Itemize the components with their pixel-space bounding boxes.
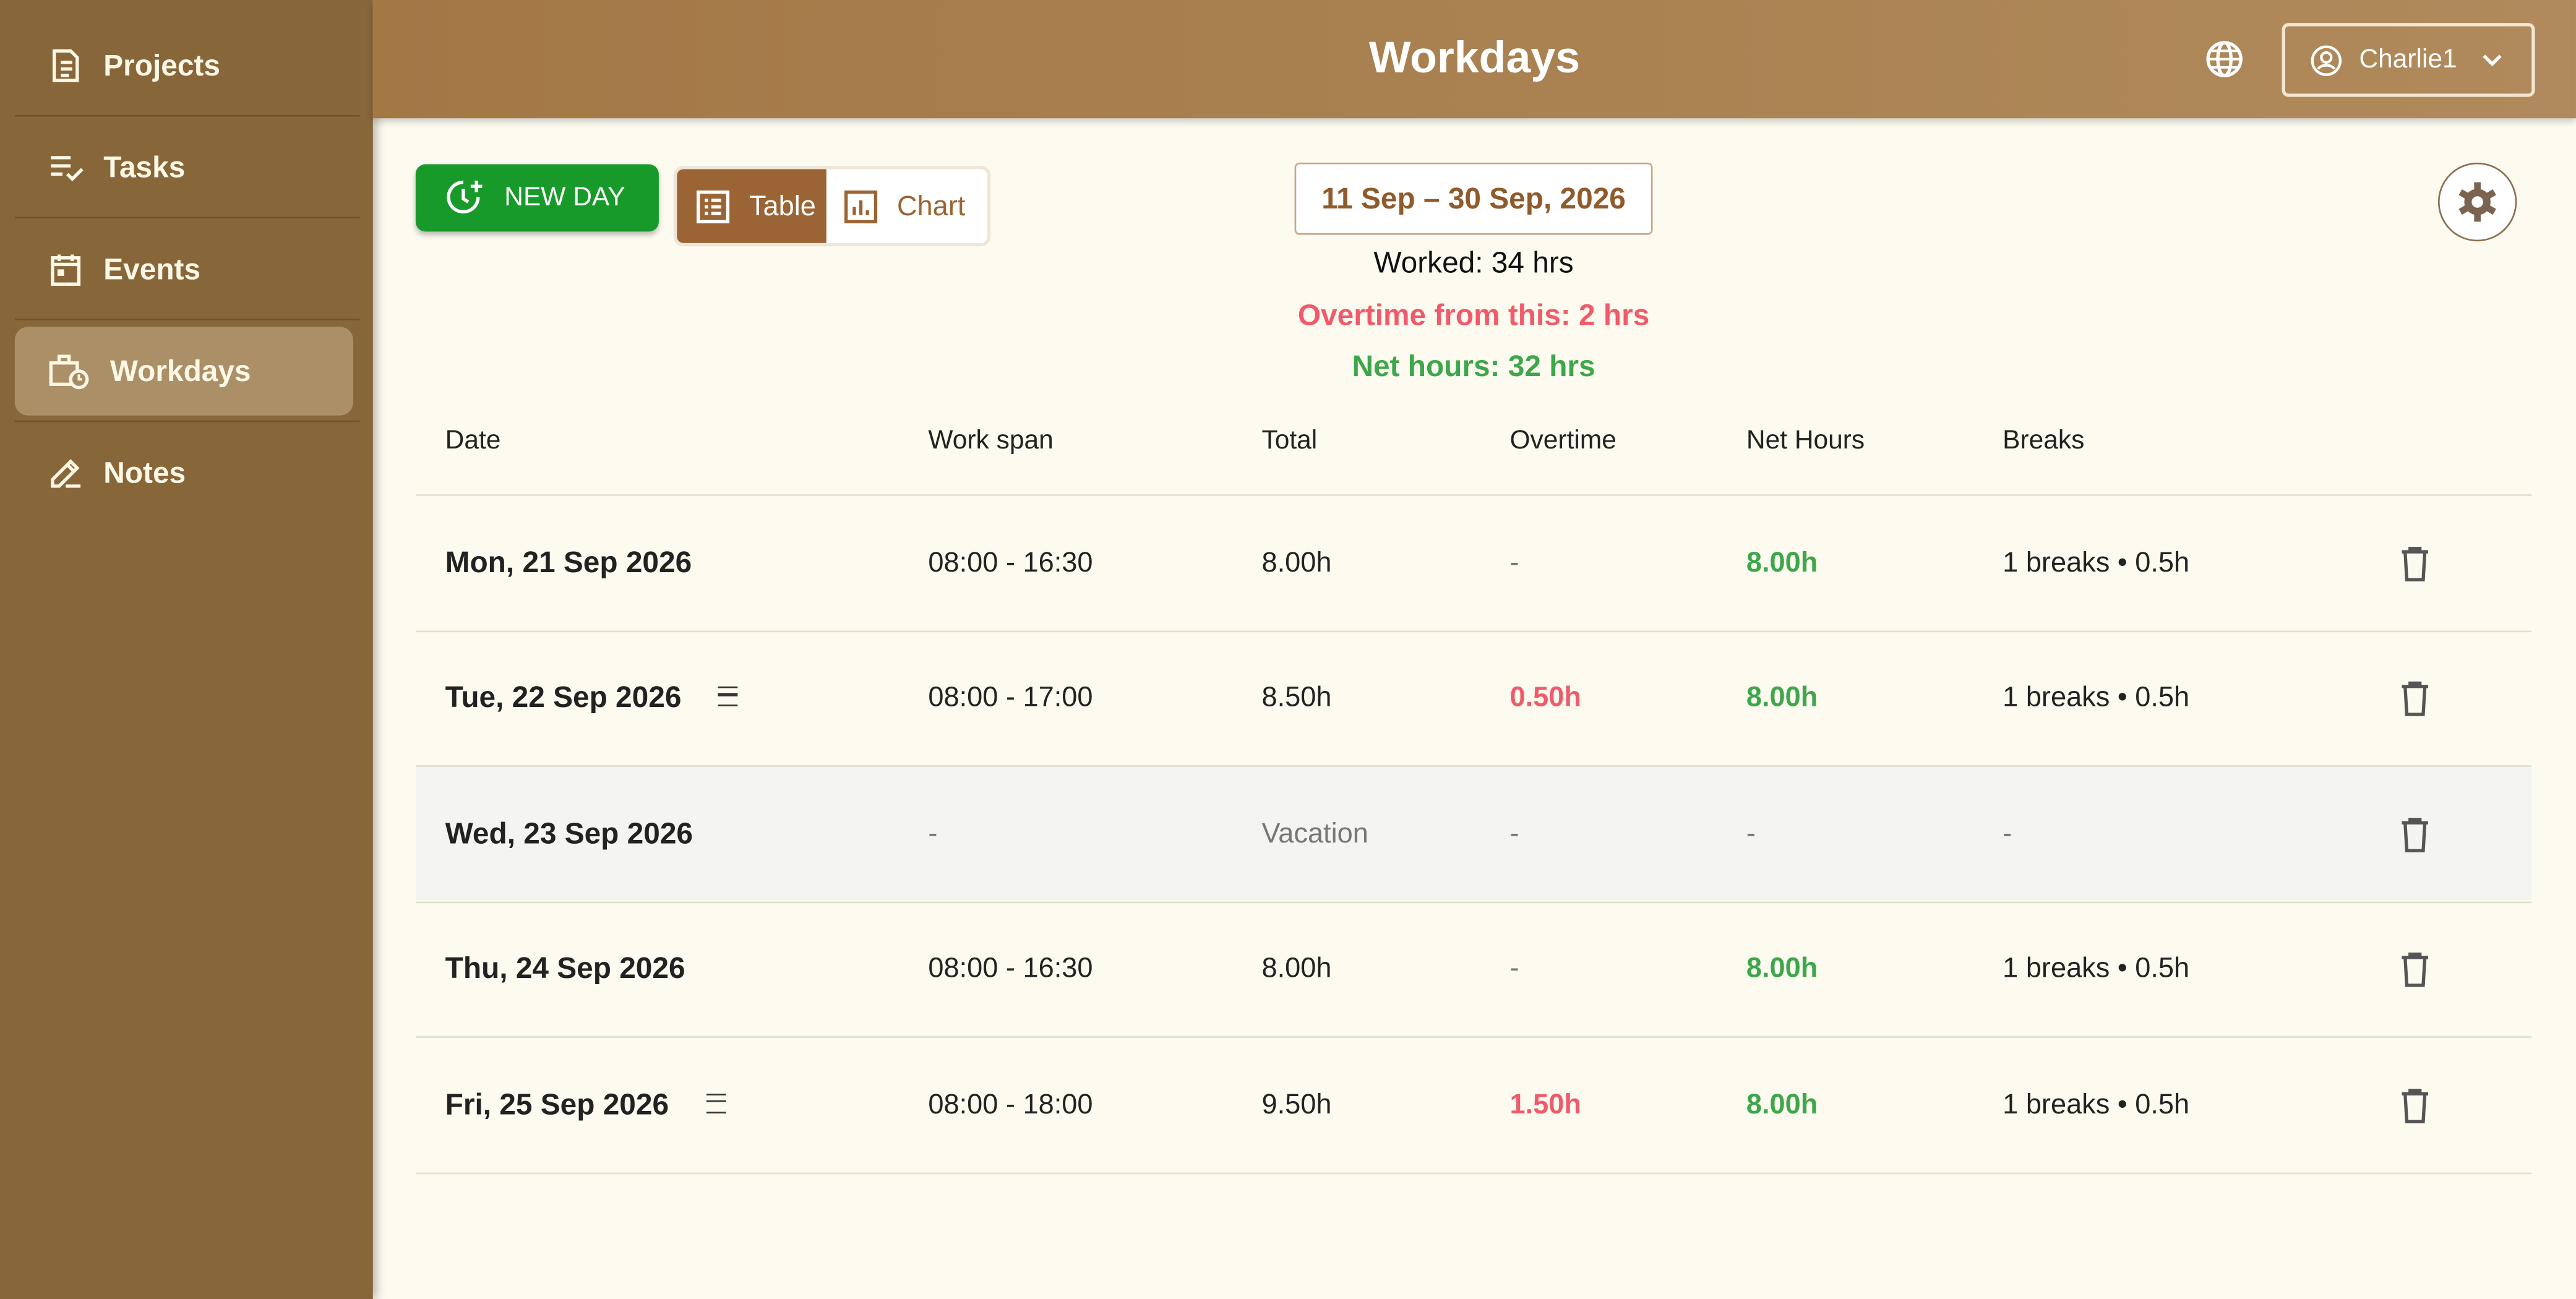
date-range[interactable]: 11 Sep – 30 Sep, 2026 [1294,162,1653,235]
row-divider [415,901,2532,902]
column-header: Date [445,427,501,455]
worked-summary: Worked: 34 hrs [1373,246,1574,280]
table-cell: 08:00 - 16:30 [928,546,1093,578]
table-cell: 8.00h [1746,546,1818,578]
nav-item[interactable]: Tasks [15,123,353,212]
tab-label: Chart [896,189,966,221]
net-summary: Net hours: 32 hrs [1352,349,1595,383]
column-header: Total [1261,427,1318,455]
table-cell: 8.00h [1746,1087,1818,1120]
tab-label: Table [749,189,816,221]
table-cell: 1 breaks • 0.5h [2003,1087,2190,1120]
sidebar: Projects Tasks Events Workdays Notes [0,0,373,1299]
nav-item[interactable]: Events [15,225,353,314]
column-header: Work span [928,427,1054,455]
delete-button[interactable] [2400,951,2430,987]
separator [14,420,360,422]
table-cell: 8.00h [1261,952,1332,984]
view-toggle: Table Chart [673,166,991,247]
table-cell: 1 breaks • 0.5h [2003,952,2190,984]
row-divider [415,494,2532,496]
separator [14,216,360,219]
vacation-row-bg [415,765,2532,900]
table-cell: - [1509,952,1519,984]
row-divider [415,765,2532,767]
table-cell: - [928,817,938,849]
table-cell: 1.50h [1509,1087,1581,1120]
note-line [706,1099,726,1102]
table-cell: 08:00 - 18:00 [928,1087,1093,1120]
overtime-summary: Overtime from this: 2 hrs [1297,299,1650,332]
table-cell: Wed, 23 Sep 2026 [445,816,693,849]
table-cell: - [2003,817,2012,849]
table-cell: 1 breaks • 0.5h [2003,546,2190,578]
nav-label: Notes [103,455,186,489]
table-cell: 08:00 - 17:00 [928,681,1093,713]
row-divider [415,1172,2532,1173]
delete-button[interactable] [2400,544,2430,581]
table-cell: 8.00h [1261,546,1332,578]
table-cell: 08:00 - 16:30 [928,952,1093,984]
separator [14,319,360,320]
note-icon [706,1092,726,1113]
nav-item[interactable]: Notes [15,429,353,517]
note-line [718,693,738,696]
language-icon[interactable] [2205,40,2244,79]
nav-item[interactable]: Workdays [15,327,353,415]
column-header: Net Hours [1746,427,1865,455]
note-icon [718,686,738,706]
table-cell: - [1509,817,1519,849]
nav-label: Workdays [109,354,251,387]
separator [14,114,360,117]
delete-button[interactable] [2400,1086,2430,1123]
active-bg [14,327,353,416]
table-cell: Fri, 25 Sep 2026 [445,1087,669,1120]
delete-button[interactable] [2400,815,2430,852]
user-name: Charlie1 [2359,45,2457,74]
row-divider [415,630,2532,632]
table-cell: Tue, 22 Sep 2026 [445,680,682,714]
column-header: Breaks [2003,427,2085,455]
table-tab[interactable]: Table [677,169,826,243]
header: Workdays Charlie1 [372,0,2576,119]
settings-button[interactable] [2437,162,2517,242]
nav-item[interactable]: Projects [15,22,353,110]
table-cell: - [1746,817,1756,849]
table-cell: 8.00h [1746,681,1818,713]
table-cell: Mon, 21 Sep 2026 [445,545,692,578]
nav-label: Events [103,252,201,285]
column-header: Overtime [1509,427,1616,455]
table-cell: - [1509,546,1519,578]
nav-label: Projects [103,48,220,82]
table-cell: 8.50h [1261,681,1332,713]
table-cell: 1 breaks • 0.5h [2003,681,2190,713]
delete-button[interactable] [2400,680,2430,716]
row-divider [415,1036,2532,1038]
button-label: NEW DAY [504,183,625,212]
nav-label: Tasks [103,150,186,184]
chart-tab[interactable]: Chart [826,169,987,242]
table-cell: 9.50h [1261,1087,1332,1120]
table-cell: 8.00h [1746,952,1818,984]
user-menu[interactable]: Charlie1 [2282,23,2535,97]
page-title: Workdays [1368,33,1581,82]
new-day-button[interactable]: NEW DAY [415,164,659,232]
table-cell: Vacation [1261,817,1368,849]
table-cell: 0.50h [1509,681,1581,713]
table-cell: Thu, 24 Sep 2026 [445,951,685,985]
